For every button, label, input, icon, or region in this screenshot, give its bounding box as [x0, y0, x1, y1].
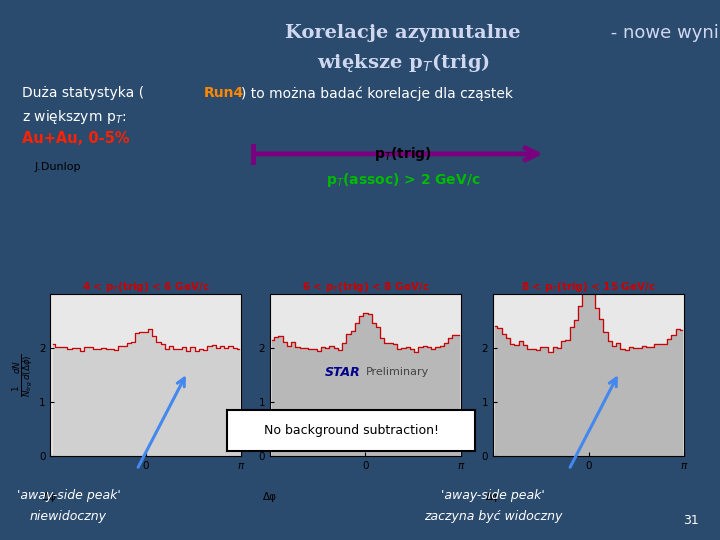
Text: 31: 31	[683, 514, 698, 526]
Text: Δφ: Δφ	[43, 492, 58, 502]
Text: z większym p$_T$:: z większym p$_T$:	[22, 108, 126, 126]
Text: Korelacje azymutalne: Korelacje azymutalne	[285, 24, 521, 42]
Text: Δφ: Δφ	[486, 492, 500, 502]
Text: Au+Au, 0-5%: Au+Au, 0-5%	[22, 131, 129, 146]
Title: 8 < p$_T$(trig) < 15 GeV/c: 8 < p$_T$(trig) < 15 GeV/c	[521, 280, 656, 294]
Text: zaczyna być widoczny: zaczyna być widoczny	[424, 510, 562, 523]
Y-axis label: $\frac{1}{N_{trg}}\frac{dN}{d(\Delta\phi)}$: $\frac{1}{N_{trg}}\frac{dN}{d(\Delta\phi…	[11, 354, 35, 397]
Text: ) to można badać korelacje dla cząstek: ) to można badać korelacje dla cząstek	[241, 86, 513, 101]
Text: - nowe wyniki: - nowe wyniki	[605, 24, 720, 42]
Text: p$_T$(assoc) > 2 GeV/c: p$_T$(assoc) > 2 GeV/c	[326, 171, 480, 189]
Text: Preliminary: Preliminary	[366, 367, 429, 377]
Text: 'away-side peak': 'away-side peak'	[17, 489, 120, 502]
Text: p$_T$(trig): p$_T$(trig)	[374, 145, 432, 163]
Title: 4 < p$_T$(trig) < 6 GeV/c: 4 < p$_T$(trig) < 6 GeV/c	[82, 280, 210, 294]
Text: J.Dunlop: J.Dunlop	[35, 162, 81, 172]
Title: 6 < p$_T$(trig) < 8 GeV/c: 6 < p$_T$(trig) < 8 GeV/c	[302, 280, 429, 294]
Text: niewidoczny: niewidoczny	[30, 510, 107, 523]
Text: No background subtraction!: No background subtraction!	[264, 424, 438, 437]
Text: Δφ: Δφ	[263, 492, 277, 502]
Text: Run4: Run4	[204, 86, 244, 100]
Text: większe p$_T$(trig): większe p$_T$(trig)	[317, 51, 490, 75]
Text: 'away-side peak': 'away-side peak'	[441, 489, 545, 502]
Text: Duża statystyka (: Duża statystyka (	[22, 86, 144, 100]
Text: STAR: STAR	[325, 366, 361, 379]
